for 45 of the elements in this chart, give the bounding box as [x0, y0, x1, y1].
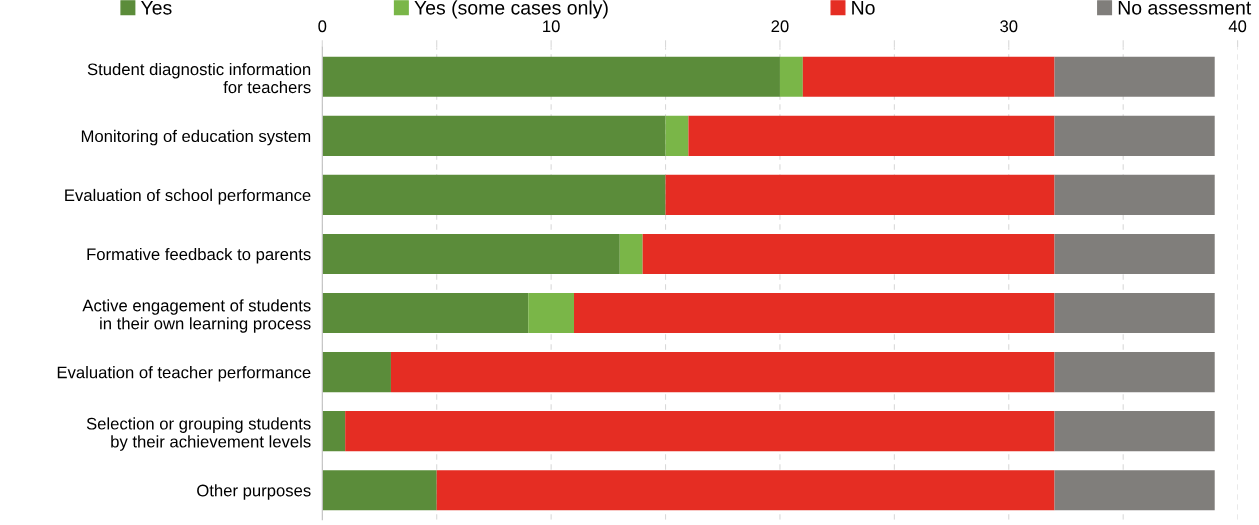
bar [665, 174, 1055, 215]
bar [802, 56, 1055, 97]
bar [1054, 174, 1215, 215]
bar [322, 56, 780, 97]
legend-label: No assessment [1118, 1, 1252, 15]
legend-label: Yes [140, 1, 172, 15]
x-tick-label: 30 [1000, 20, 1018, 33]
y-tick-label: Selection or grouping students by their achievement levels [86, 417, 311, 451]
y-tick-label: Formative feedback to parents [87, 247, 311, 264]
y-tick-label: Monitoring of education system [81, 129, 311, 146]
bar [322, 411, 346, 452]
bar [665, 115, 689, 156]
x-tick-label: 40 [1228, 20, 1247, 33]
bar [1054, 352, 1215, 393]
bar [322, 352, 391, 393]
bar [322, 233, 620, 275]
bar [1054, 470, 1215, 511]
bar [1054, 411, 1215, 452]
bar [322, 115, 666, 156]
bar [322, 470, 437, 511]
bar [642, 233, 1055, 275]
bar [1054, 233, 1215, 275]
legend-label: No [852, 1, 875, 15]
y-tick-label: Evaluation of school performance [65, 188, 311, 205]
bar [779, 56, 803, 97]
bar [1054, 292, 1215, 334]
x-tick-label: 20 [771, 20, 789, 33]
y-tick-label: Active engagement of students in their own learning process [82, 299, 311, 333]
bar [1054, 115, 1215, 156]
y-tick-label: Student diagnostic information for teachers [87, 62, 311, 94]
y-tick-label: Evaluation of teacher performance [57, 366, 311, 382]
x-tick-label: 10 [543, 20, 560, 33]
bar [574, 292, 1055, 334]
legend-label: Yes (some cases only) [414, 0, 608, 19]
bar [322, 292, 529, 334]
bar [619, 233, 643, 275]
y-tick-label: Other purposes [197, 484, 311, 500]
bar [390, 352, 1055, 393]
bar [688, 115, 1055, 156]
bar [322, 174, 666, 215]
bar [528, 292, 575, 334]
bar [345, 411, 1055, 452]
bar [436, 470, 1055, 511]
bar [1054, 56, 1215, 97]
x-tick-label: 0 [318, 20, 327, 33]
